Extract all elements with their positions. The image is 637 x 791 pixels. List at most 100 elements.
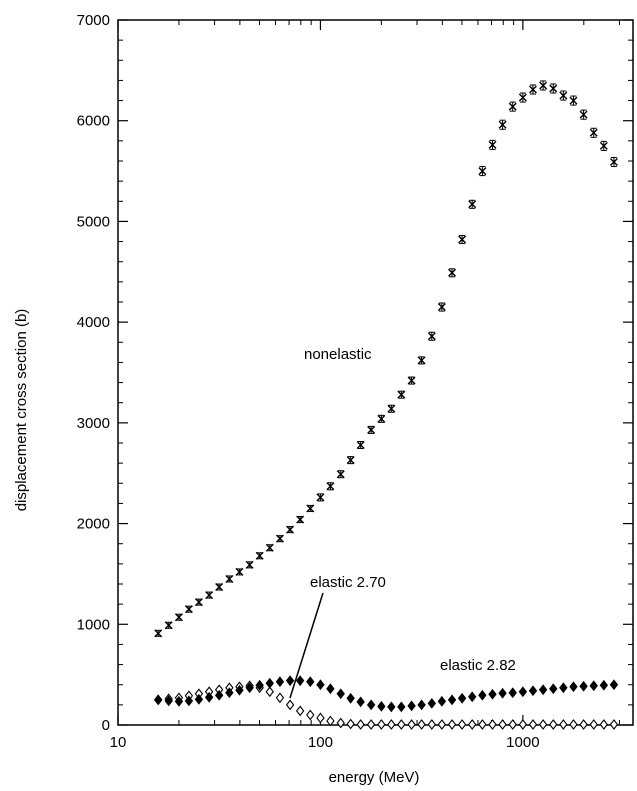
elastic-2-82-point	[559, 682, 568, 694]
y-tick-label: 4000	[77, 314, 110, 331]
y-tick-label: 1000	[77, 616, 110, 633]
elastic-2-70-point	[306, 709, 315, 721]
elastic-2-70-point	[549, 719, 558, 730]
elastic-2-82-point	[366, 699, 376, 711]
elastic-2-70-point	[528, 719, 538, 730]
elastic-2-70-point	[478, 719, 487, 730]
elastic-2-82-point	[285, 675, 295, 687]
elastic-2-70-point	[295, 705, 305, 717]
elastic-2-82-point	[609, 679, 619, 691]
elastic-2-70-point	[407, 719, 416, 730]
x-tick-label: 1000	[506, 734, 539, 751]
elastic-2-82-point	[245, 682, 254, 694]
elastic-2-70-point	[538, 719, 548, 730]
x-axis-label: energy (MeV)	[329, 769, 420, 786]
elastic-2-82-point	[255, 679, 264, 691]
elastic-2-70-point	[387, 719, 396, 730]
elastic-2-70-point	[377, 719, 386, 730]
elastic-2-82-point	[569, 681, 578, 693]
y-tick-label: 6000	[77, 113, 110, 130]
axis-tick-labels: 0 1000 2000 3000 4000 5000 6000 7000 10 100 1000	[77, 12, 540, 751]
elastic-2-82-point	[468, 691, 477, 703]
elastic-2-82-point	[235, 684, 244, 696]
elastic-2-70-point	[468, 719, 477, 730]
elastic-2-82-point	[417, 699, 426, 711]
elastic-2-82-point	[184, 695, 194, 707]
elastic-2-70-point	[417, 719, 426, 730]
y-tick-label: 5000	[77, 213, 110, 230]
series-layer	[154, 80, 619, 730]
annotation-elastic-2-82: elastic 2.82	[440, 657, 516, 674]
elastic-2-82-point	[265, 677, 274, 689]
elastic-2-70-point	[447, 719, 457, 730]
y-tick-label: 0	[102, 717, 110, 734]
elastic-2-82-point	[377, 700, 386, 712]
series-elastic-2-82	[154, 675, 619, 713]
elastic-2-70-point	[397, 719, 406, 730]
elastic-2-82-point	[275, 676, 285, 688]
elastic-2-82-point	[356, 696, 365, 708]
elastic-2-70-point	[265, 686, 274, 698]
y-tick-label: 7000	[77, 12, 110, 29]
annotation-elastic-2-70-pointer	[289, 592, 324, 699]
elastic-2-82-point	[538, 684, 548, 696]
elastic-2-70-point	[336, 717, 345, 729]
elastic-2-82-point	[579, 680, 588, 692]
elastic-2-82-point	[295, 675, 305, 687]
elastic-2-82-point	[518, 686, 528, 698]
y-tick-label: 3000	[77, 415, 110, 432]
axis-ticks	[117, 19, 633, 726]
elastic-2-82-point	[346, 692, 355, 704]
elastic-2-82-point	[437, 695, 447, 707]
series-nonelastic	[154, 80, 618, 638]
x-tick-label: 10	[110, 734, 127, 751]
elastic-2-82-point	[326, 683, 335, 695]
y-axis-label: displacement cross section (b)	[13, 309, 30, 512]
elastic-2-82-point	[488, 688, 497, 700]
elastic-2-82-point	[599, 679, 609, 691]
elastic-2-82-point	[407, 700, 416, 712]
elastic-2-82-point	[427, 697, 437, 709]
elastic-2-82-point	[194, 693, 204, 705]
elastic-2-70-point	[356, 719, 365, 730]
elastic-2-70-point	[569, 719, 578, 730]
elastic-2-70-point	[316, 712, 325, 724]
elastic-2-70-point	[508, 719, 517, 730]
elastic-2-70-point	[275, 692, 285, 704]
elastic-2-82-point	[316, 679, 325, 691]
elastic-2-82-point	[174, 695, 184, 707]
y-tick-label: 2000	[77, 516, 110, 533]
elastic-2-70-point	[457, 719, 467, 730]
elastic-2-82-point	[549, 683, 558, 695]
elastic-2-70-point	[285, 699, 295, 711]
elastic-2-82-point	[397, 701, 406, 713]
annotation-elastic-2-70: elastic 2.70	[310, 574, 386, 591]
elastic-2-82-point	[457, 692, 467, 704]
series-elastic-2-70	[154, 680, 619, 730]
elastic-2-82-point	[336, 688, 345, 700]
elastic-2-82-point	[225, 687, 234, 699]
elastic-2-70-point	[346, 718, 355, 730]
elastic-2-70-point	[609, 719, 619, 730]
elastic-2-70-point	[559, 719, 568, 730]
elastic-2-82-point	[387, 701, 396, 713]
elastic-2-82-point	[528, 685, 538, 697]
elastic-2-82-point	[204, 691, 214, 703]
elastic-2-70-point	[427, 719, 437, 730]
x-tick-label: 100	[308, 734, 333, 751]
elastic-2-82-point	[164, 695, 173, 707]
elastic-2-70-point	[437, 719, 447, 730]
elastic-2-70-point	[498, 719, 507, 730]
elastic-2-82-point	[306, 676, 315, 688]
elastic-2-70-point	[366, 719, 376, 730]
elastic-2-82-point	[589, 680, 598, 692]
elastic-2-70-point	[488, 719, 497, 730]
elastic-2-70-point	[579, 719, 588, 730]
elastic-2-82-point	[478, 689, 487, 701]
elastic-2-70-point	[518, 719, 528, 730]
elastic-2-70-point	[326, 715, 335, 727]
elastic-2-82-point	[154, 694, 163, 706]
elastic-2-70-point	[599, 719, 609, 730]
plot-border	[117, 19, 634, 726]
